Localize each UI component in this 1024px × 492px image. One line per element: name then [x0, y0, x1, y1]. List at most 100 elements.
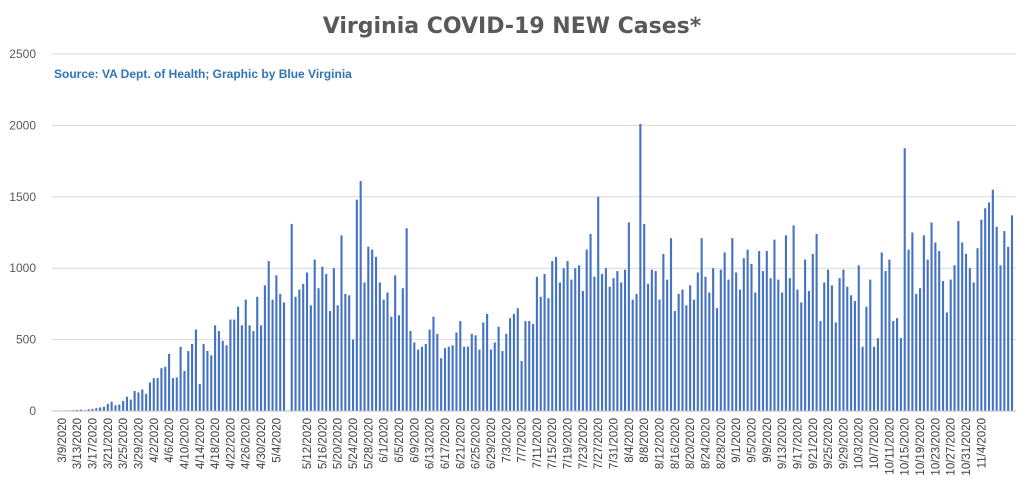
x-tick-label: 5/4/2020 [271, 418, 283, 463]
data-bar [972, 282, 975, 411]
data-bar [244, 299, 247, 411]
x-tick-label: 6/25/2020 [471, 418, 483, 469]
data-bar [689, 285, 692, 411]
data-bar [179, 346, 182, 411]
data-bar [765, 251, 768, 411]
data-bar [788, 278, 791, 411]
data-bar [417, 349, 420, 411]
x-tick-label: 9/1/2020 [731, 418, 743, 463]
x-tick-label: 7/3/2020 [501, 418, 513, 463]
data-bar [455, 332, 458, 411]
data-bar [405, 228, 408, 411]
y-tick-label: 2000 [9, 118, 36, 132]
data-bar [669, 238, 673, 411]
x-tick-label: 10/23/2020 [930, 418, 942, 476]
data-bar [869, 279, 872, 411]
data-bar [148, 382, 152, 411]
data-bar [562, 268, 565, 411]
x-tick-label: 8/16/2020 [670, 418, 682, 469]
data-bar [309, 305, 312, 411]
data-bar [313, 259, 316, 411]
data-bar [846, 286, 849, 411]
data-bar [413, 342, 416, 411]
data-bar [666, 279, 669, 411]
data-bar [570, 279, 573, 411]
data-bar [191, 343, 194, 411]
data-bar [945, 312, 948, 411]
data-bar [348, 295, 351, 411]
data-bar [784, 235, 788, 411]
data-bar [819, 321, 822, 411]
x-tick-label: 4/10/2020 [179, 418, 191, 469]
x-tick-label: 4/18/2020 [210, 418, 222, 469]
data-bar [980, 219, 983, 411]
x-tick-label: 3/17/2020 [87, 418, 99, 469]
data-bar [237, 306, 240, 411]
x-tick-label: 6/5/2020 [394, 418, 406, 463]
x-tick-label: 3/21/2020 [103, 418, 115, 469]
x-tick-label: 9/17/2020 [792, 418, 804, 469]
data-bar [524, 321, 527, 411]
data-bar [367, 246, 370, 411]
data-bar [857, 265, 860, 411]
x-tick-label: 10/3/2020 [854, 418, 866, 469]
data-bar [600, 273, 604, 411]
data-bar [394, 275, 397, 411]
data-bar [355, 199, 358, 411]
data-bar [995, 226, 998, 411]
x-tick-label: 7/11/2020 [532, 418, 544, 468]
y-tick-label: 1000 [9, 261, 36, 275]
data-bar [486, 313, 489, 411]
x-tick-label: 10/27/2020 [946, 418, 958, 476]
x-tick-label: 4/22/2020 [225, 418, 237, 469]
data-bar [374, 256, 378, 411]
data-bar [114, 405, 117, 411]
data-bar [512, 313, 515, 411]
x-tick-label: 3/25/2020 [118, 418, 130, 469]
data-bar [378, 282, 381, 411]
data-bar [336, 305, 339, 411]
data-bar [566, 261, 569, 411]
data-bar [681, 289, 684, 411]
data-bar [723, 252, 726, 411]
x-tick-label: 5/28/2020 [363, 418, 375, 469]
gridlines [52, 53, 1016, 341]
data-bar [964, 253, 968, 411]
data-bar [823, 282, 826, 411]
data-bar [735, 272, 738, 411]
data-bar [233, 319, 236, 411]
x-tick-label: 9/5/2020 [746, 418, 758, 463]
data-bar [842, 269, 845, 411]
data-bar [470, 333, 473, 411]
data-bar [834, 322, 837, 411]
data-bar [76, 409, 79, 411]
x-tick-label: 10/31/2020 [961, 418, 973, 476]
data-bar [382, 299, 385, 411]
data-bar [746, 249, 749, 411]
data-bar [585, 249, 588, 411]
x-tick-label: 9/25/2020 [823, 418, 835, 469]
data-bar [896, 318, 899, 411]
data-bar [474, 335, 477, 411]
data-bar [631, 299, 634, 411]
data-bar [999, 265, 1002, 411]
data-bar [463, 346, 466, 411]
y-tick-label: 500 [16, 333, 36, 347]
data-bar [593, 276, 596, 411]
data-bar [616, 271, 619, 411]
data-bar [873, 346, 876, 411]
x-tick-label: 7/23/2020 [578, 418, 590, 469]
data-bar [654, 271, 657, 411]
data-bar [769, 278, 772, 411]
data-bar [646, 283, 650, 411]
data-bar [976, 248, 979, 411]
data-bar [708, 292, 711, 411]
data-bar [91, 408, 94, 411]
data-bar [198, 383, 201, 411]
data-bar [110, 401, 113, 411]
x-tick-label: 7/19/2020 [563, 418, 575, 469]
data-bar [850, 295, 853, 411]
data-bar [87, 409, 90, 411]
